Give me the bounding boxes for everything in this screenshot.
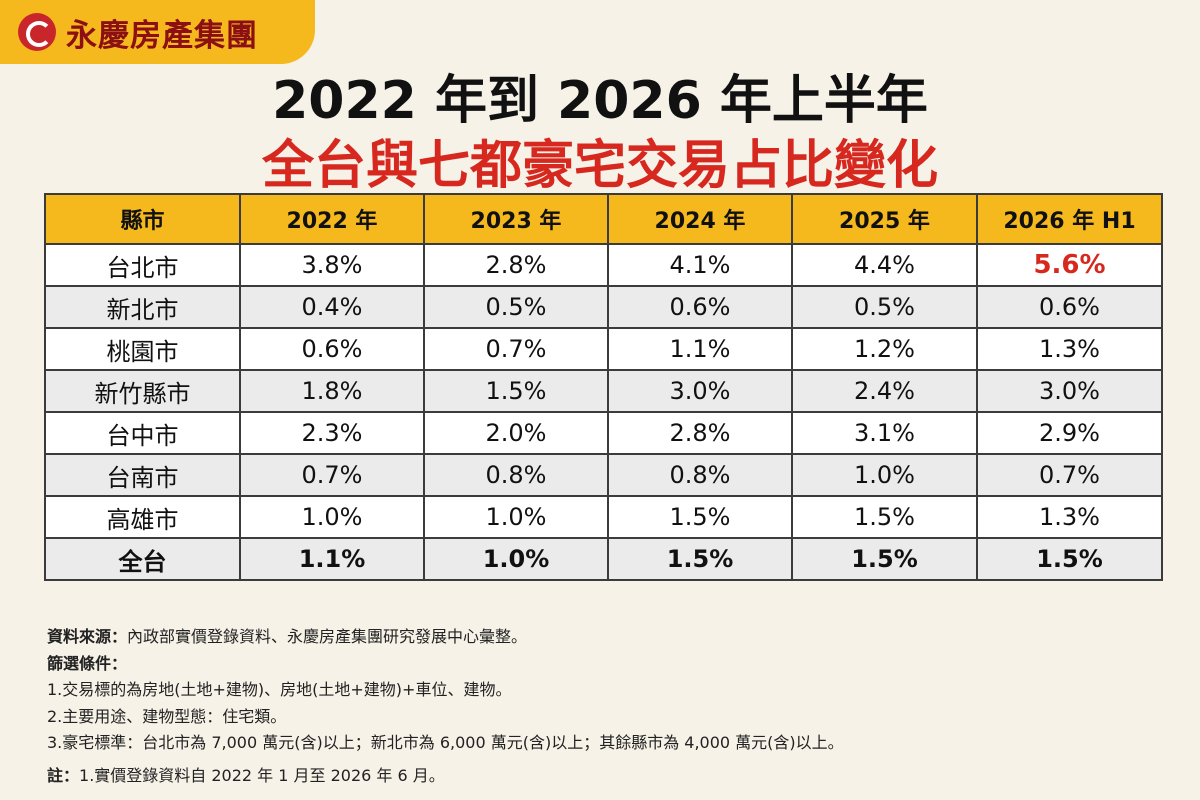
table-cell: 2.8%: [423, 243, 609, 287]
col-header-city: 縣市: [44, 193, 241, 245]
table-cell: 1.1%: [607, 327, 793, 371]
table-cell: 2.0%: [423, 411, 609, 455]
table-cell: 1.0%: [791, 453, 978, 497]
footnote-text: 1.實價登錄資料自 2022 年 1 月至 2026 年 6 月。: [79, 765, 445, 785]
table-cell: 1.3%: [976, 495, 1163, 539]
table-row: 台南市 0.7% 0.8% 0.8% 1.0% 0.7%: [44, 453, 1163, 497]
table-cell: 3.0%: [607, 369, 793, 413]
table-cell: 1.5%: [976, 537, 1163, 581]
source-text: 內政部實價登錄資料、永慶房產集團研究發展中心彙整。: [127, 627, 528, 646]
row-city-label: 台南市: [44, 453, 241, 497]
row-city-label: 高雄市: [44, 495, 241, 539]
table-row: 桃園市 0.6% 0.7% 1.1% 1.2% 1.3%: [44, 327, 1163, 371]
source-note: 資料來源：內政部實價登錄資料、永慶房產集團研究發展中心彙整。: [47, 624, 1157, 651]
filter-condition-3: 3.豪宅標準：台北市為 7,000 萬元(含)以上；新北市為 6,000 萬元(…: [47, 733, 844, 752]
table-cell: 1.2%: [791, 327, 978, 371]
table-cell: 1.0%: [423, 537, 609, 581]
row-city-label: 新北市: [44, 285, 241, 329]
footnote: 註：1.實價登錄資料自 2022 年 1 月至 2026 年 6 月。: [47, 763, 1157, 790]
table-cell: 3.1%: [791, 411, 978, 455]
filter-condition-2: 2.主要用途、建物型態：住宅類。: [47, 706, 287, 726]
table-cell: 0.6%: [976, 285, 1163, 329]
table-cell: 2.4%: [791, 369, 978, 413]
table-cell: 4.4%: [791, 243, 978, 287]
col-header-2023: 2023 年: [423, 193, 609, 245]
table-cell: 1.0%: [239, 495, 425, 539]
col-header-2022: 2022 年: [239, 193, 425, 245]
table-cell: 0.7%: [239, 453, 425, 497]
table-row: 高雄市 1.0% 1.0% 1.5% 1.5% 1.3%: [44, 495, 1163, 539]
table-cell: 0.5%: [423, 285, 609, 329]
table-cell: 2.9%: [976, 411, 1163, 455]
table-cell: 1.8%: [239, 369, 425, 413]
table-cell: 3.8%: [239, 243, 425, 287]
table-cell: 4.1%: [607, 243, 793, 287]
table-cell: 3.0%: [976, 369, 1163, 413]
brand-logo-icon: [18, 13, 56, 51]
table-cell: 1.5%: [607, 495, 793, 539]
col-header-2026h1: 2026 年 H1: [976, 193, 1163, 245]
table-cell: 0.5%: [791, 285, 978, 329]
filter-condition-1: 1.交易標的為房地(土地+建物)、房地(土地+建物)+車位、建物。: [47, 680, 512, 699]
table-cell: 1.5%: [423, 369, 609, 413]
page-title-line1: 2022 年到 2026 年上半年: [272, 71, 928, 131]
table-cell: 1.5%: [791, 495, 978, 539]
table-cell: 1.5%: [607, 537, 793, 581]
table-cell: 2.8%: [607, 411, 793, 455]
footnotes: 資料來源：內政部實價登錄資料、永慶房產集團研究發展中心彙整。 篩選條件： 1.交…: [47, 624, 1157, 789]
luxury-share-table: 縣市 2022 年 2023 年 2024 年 2025 年 2026 年 H1…: [44, 193, 1163, 581]
row-city-label: 桃園市: [44, 327, 241, 371]
table-row: 新北市 0.4% 0.5% 0.6% 0.5% 0.6%: [44, 285, 1163, 329]
table-row: 台中市 2.3% 2.0% 2.8% 3.1% 2.9%: [44, 411, 1163, 455]
table-cell: 0.6%: [607, 285, 793, 329]
highlighted-table-cell: 5.6%: [976, 243, 1163, 287]
col-header-2025: 2025 年: [791, 193, 978, 245]
source-label: 資料來源：: [47, 627, 128, 646]
brand-logo-band: 永慶房產集團: [0, 0, 315, 64]
table-cell: 1.1%: [239, 537, 425, 581]
col-header-2024: 2024 年: [607, 193, 793, 245]
row-city-label: 台中市: [44, 411, 241, 455]
table-cell: 0.8%: [607, 453, 793, 497]
table-cell: 1.0%: [423, 495, 609, 539]
row-city-label: 全台: [44, 537, 241, 581]
filter-label: 篩選條件：: [47, 653, 128, 673]
brand-name: 永慶房產集團: [66, 17, 258, 54]
row-city-label: 新竹縣市: [44, 369, 241, 413]
table-total-row: 全台 1.1% 1.0% 1.5% 1.5% 1.5%: [44, 537, 1163, 581]
table-cell: 1.5%: [791, 537, 978, 581]
table-row: 台北市 3.8% 2.8% 4.1% 4.4% 5.6%: [44, 243, 1163, 287]
table-header-row: 縣市 2022 年 2023 年 2024 年 2025 年 2026 年 H1: [44, 193, 1163, 245]
row-city-label: 台北市: [44, 243, 241, 287]
table-cell: 0.8%: [423, 453, 609, 497]
page-title-line2: 全台與七都豪宅交易占比變化: [261, 136, 938, 196]
table-cell: 0.6%: [239, 327, 425, 371]
table-cell: 0.7%: [423, 327, 609, 371]
table-row: 新竹縣市 1.8% 1.5% 3.0% 2.4% 3.0%: [44, 369, 1163, 413]
table-cell: 0.4%: [239, 285, 425, 329]
footnote-label: 註：: [47, 765, 80, 785]
table-cell: 2.3%: [239, 411, 425, 455]
table-cell: 0.7%: [976, 453, 1163, 497]
table-cell: 1.3%: [976, 327, 1163, 371]
